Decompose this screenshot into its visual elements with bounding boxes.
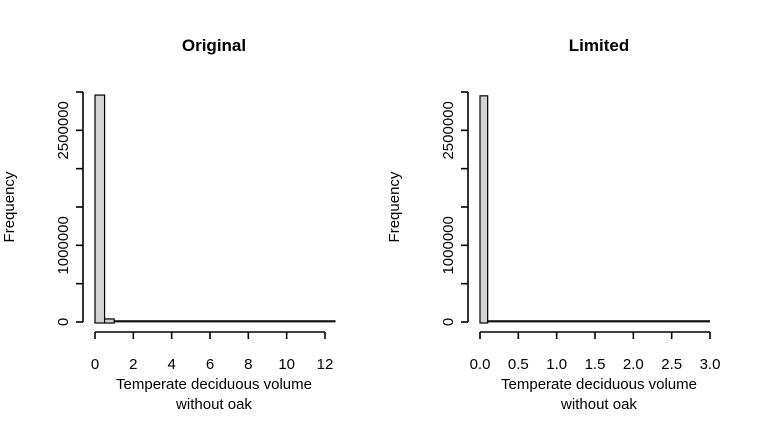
- y-tick-label: 1000000: [55, 216, 72, 274]
- y-tick-label: 0: [55, 318, 72, 326]
- y-axis-title: Frequency: [1, 171, 18, 242]
- x-tick-label: 2.5: [661, 356, 682, 373]
- y-tick-label: 2500000: [55, 101, 72, 159]
- x-tick-label: 1.5: [585, 356, 606, 373]
- histogram-bar: [479, 95, 489, 324]
- x-axis-label-line2: without oak: [176, 396, 252, 413]
- x-tick-label: 4: [167, 356, 175, 373]
- x-axis-label-line1: Temperate deciduous volume: [116, 376, 312, 393]
- y-tick-label: 0: [440, 318, 457, 326]
- histogram-tail: [114, 320, 336, 323]
- x-tick-label: 8: [244, 356, 252, 373]
- x-tick-label: 0.0: [470, 356, 491, 373]
- x-axis-label-line2: without oak: [561, 396, 637, 413]
- x-tick-label: 10: [278, 356, 295, 373]
- x-tick-label: 6: [206, 356, 214, 373]
- histogram-tail: [487, 320, 710, 323]
- x-tick-label: 1.0: [546, 356, 567, 373]
- histogram-bar: [103, 318, 115, 324]
- y-tick-label: 1000000: [440, 216, 457, 274]
- y-axis-title: Frequency: [386, 171, 403, 242]
- plot-area-limited: 0 1000000 2500000 0.0 0.5 1.0 1.5 2.0 2.5 3.0 Freq…: [386, 91, 721, 373]
- x-tick-label: 3.0: [700, 356, 721, 373]
- y-tick-label: 2500000: [440, 101, 457, 159]
- chart-limited: Limited 0 1000000 2500000 0.0 0.5 1.0 1.5 2.0 2.…: [385, 0, 770, 440]
- histogram-bar: [94, 94, 106, 324]
- x-tick-label: 0.5: [508, 356, 529, 373]
- chart-title-limited: Limited: [568, 36, 630, 55]
- x-axis-label-original: Temperate deciduous volume without oak: [86, 375, 342, 415]
- x-tick-label: 2.0: [623, 356, 644, 373]
- chart-title-original: Original: [181, 36, 247, 55]
- plot-area-original: 0 1000000 2500000 0 2 4 6 8 10 12 Frequency: [1, 91, 336, 373]
- x-tick-label: 0: [91, 356, 99, 373]
- x-axis-label-limited: Temperate deciduous volume without oak: [471, 375, 727, 415]
- x-tick-label: 2: [129, 356, 137, 373]
- x-axis-label-line1: Temperate deciduous volume: [501, 376, 697, 393]
- x-tick-label: 12: [317, 356, 334, 373]
- chart-original: Original 0 1000000 2500000 0 2 4 6 8 10 12 Frequen…: [1, 36, 342, 415]
